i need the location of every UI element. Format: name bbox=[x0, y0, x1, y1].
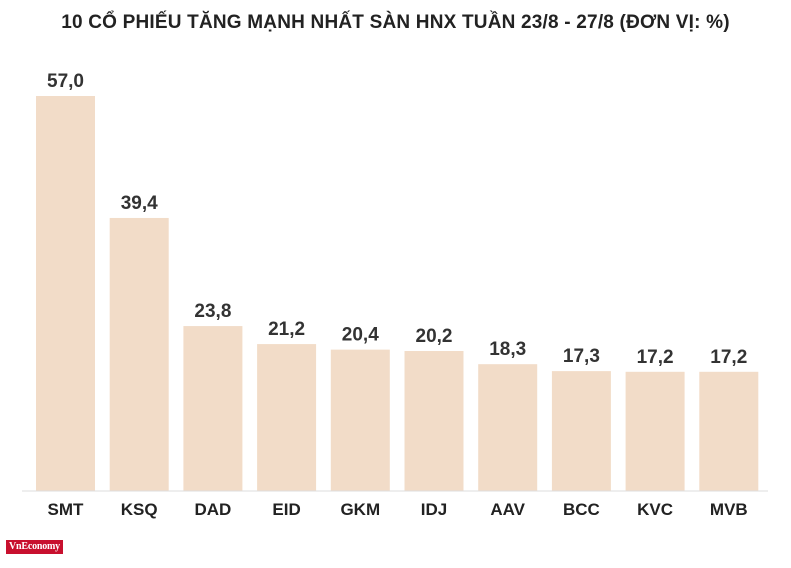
value-label-dad: 23,8 bbox=[194, 301, 231, 322]
bar-mvb bbox=[699, 371, 759, 491]
bar-gkm bbox=[330, 349, 390, 491]
category-label-kvc: KVC bbox=[637, 500, 673, 519]
category-label-mvb: MVB bbox=[710, 500, 748, 519]
bar-smt bbox=[36, 96, 95, 491]
category-label-eid: EID bbox=[272, 500, 300, 519]
category-label-ksq: KSQ bbox=[121, 500, 158, 519]
value-label-gkm: 20,4 bbox=[342, 325, 379, 346]
value-label-bcc: 17,3 bbox=[563, 346, 600, 367]
labels-group: 57,0 SMT 39,4 KSQ 23,8 DAD 21,2 EID 20,4 GKM 20,2 I… bbox=[47, 71, 748, 519]
value-label-idj: 20,2 bbox=[416, 326, 453, 347]
bar-bcc bbox=[551, 371, 611, 491]
value-label-ksq: 39,4 bbox=[121, 193, 158, 214]
category-label-idj: IDJ bbox=[421, 500, 447, 519]
bar-kvc bbox=[625, 371, 685, 491]
chart-title: 10 CỔ PHIẾU TĂNG MẠNH NHẤT SÀN HNX TUẦN … bbox=[61, 12, 730, 33]
bar-aav bbox=[478, 364, 538, 491]
value-label-aav: 18,3 bbox=[489, 339, 526, 360]
value-label-smt: 57,0 bbox=[47, 71, 84, 92]
category-label-dad: DAD bbox=[194, 500, 231, 519]
category-label-smt: SMT bbox=[48, 500, 85, 519]
value-label-mvb: 17,2 bbox=[710, 347, 747, 368]
category-label-aav: AAV bbox=[490, 500, 525, 519]
vneconomy-logo: VnEconomy bbox=[6, 540, 63, 554]
bar-idj bbox=[404, 351, 464, 491]
bars-group bbox=[36, 96, 759, 491]
value-label-eid: 21,2 bbox=[268, 319, 305, 340]
bar-ksq bbox=[109, 217, 169, 491]
category-label-gkm: GKM bbox=[340, 500, 380, 519]
bar-eid bbox=[257, 344, 317, 491]
category-label-bcc: BCC bbox=[563, 500, 600, 519]
bar-dad bbox=[183, 326, 243, 491]
value-label-kvc: 17,2 bbox=[637, 347, 674, 368]
